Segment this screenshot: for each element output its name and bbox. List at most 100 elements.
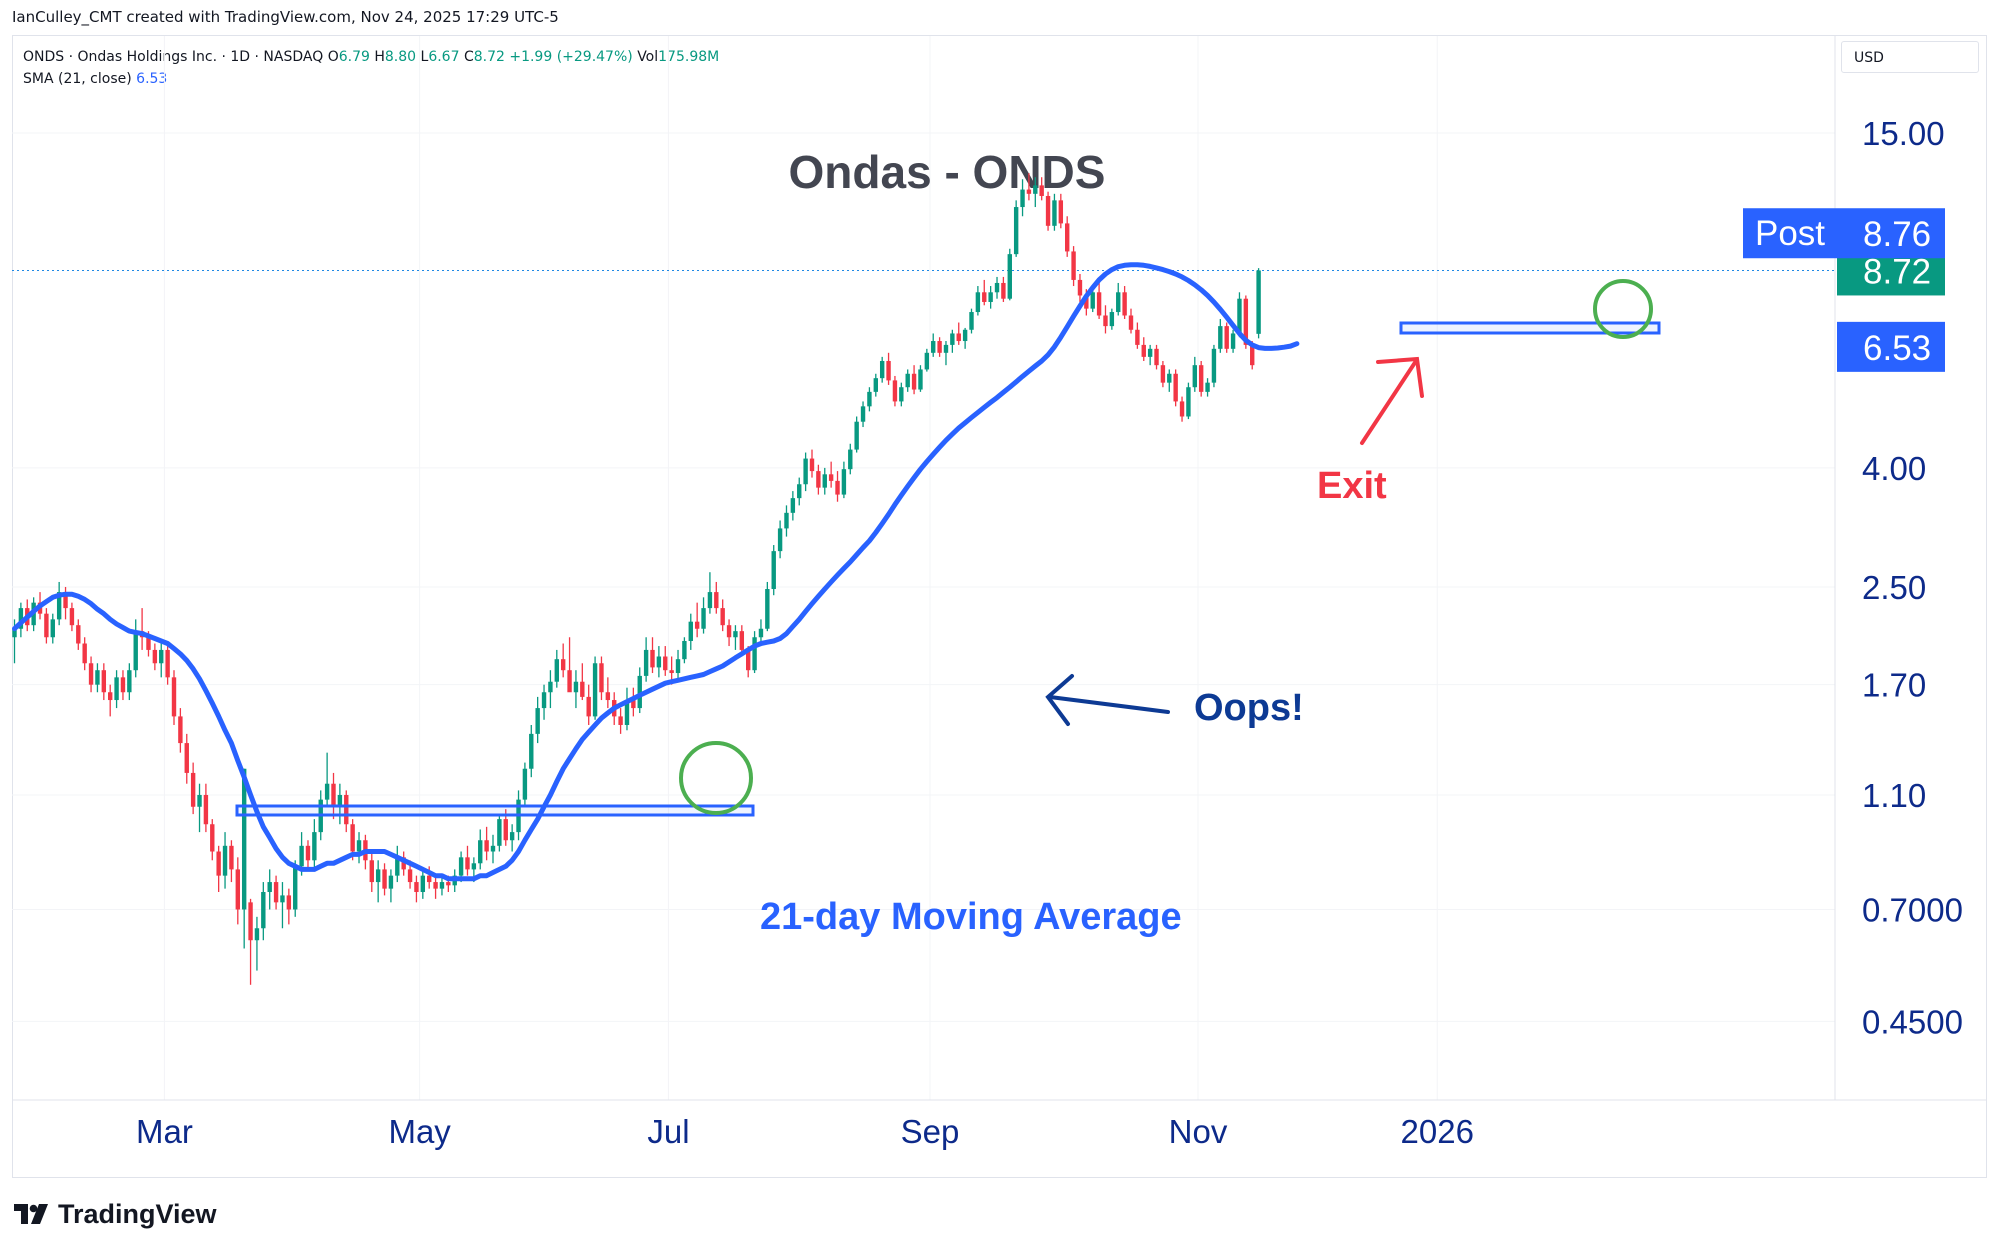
candle-body: [1211, 348, 1217, 383]
price-tick-label: 15.00: [1862, 115, 1945, 152]
candle-body: [69, 608, 75, 626]
candle-body: [988, 292, 993, 302]
candle-body: [165, 649, 170, 678]
tradingview-logo-icon: [14, 1204, 48, 1224]
candle-body: [388, 875, 394, 889]
candle-body: [76, 625, 81, 644]
candle-body: [44, 613, 49, 638]
candle-body: [18, 608, 24, 629]
legend-sma-label[interactable]: SMA (21, close): [23, 71, 132, 87]
candle-body: [1020, 189, 1025, 208]
tradingview-logo[interactable]: TradingView: [14, 1196, 217, 1232]
legend-open-label: O: [327, 49, 339, 65]
price-axis[interactable]: 15.00 4.00 2.50 1.70 1.10 0.7000 0.4500: [1862, 115, 1963, 1040]
candle-body: [1135, 329, 1140, 345]
candle-body: [962, 329, 968, 342]
candle-body: [395, 857, 400, 876]
candle-body: [554, 659, 559, 682]
candle-body: [273, 882, 279, 903]
candle-body: [835, 480, 840, 495]
candle-body: [886, 360, 891, 381]
candle-body: [1007, 254, 1012, 299]
candle-body: [784, 512, 789, 529]
candle-body: [50, 619, 55, 638]
candle-body: [567, 670, 572, 693]
price-tick-label: 2.50: [1862, 569, 1926, 606]
candle-body: [943, 344, 949, 353]
candle-body: [720, 608, 725, 626]
legend-close-value: 8.72: [473, 49, 505, 65]
candle-body: [758, 628, 764, 638]
candle-body: [1179, 401, 1185, 417]
candle-body: [1077, 279, 1083, 296]
legend-close-label: C: [463, 49, 474, 65]
time-axis[interactable]: Mar May Jul Sep Nov 2026: [136, 1101, 1986, 1177]
legend-high-label: H: [374, 49, 385, 65]
candle-body: [529, 733, 534, 769]
candle-body: [190, 772, 196, 807]
candle-body: [899, 387, 904, 402]
candle-body: [63, 592, 68, 609]
candle-body: [114, 677, 119, 701]
candle-body: [509, 832, 515, 841]
price-tick-label: 1.70: [1862, 667, 1926, 704]
time-tick-label: 2026: [1401, 1113, 1474, 1150]
candle-body: [312, 832, 317, 861]
candle-body: [726, 625, 732, 638]
candle-body: [994, 282, 1000, 293]
candle-body: [848, 449, 853, 470]
candle-body: [911, 373, 917, 390]
annotation-oops: Oops!: [1194, 687, 1304, 729]
candle-body: [573, 681, 579, 693]
time-tick-label: Sep: [901, 1113, 960, 1150]
candle-body: [975, 292, 981, 313]
candle-body: [305, 845, 311, 861]
candle-body: [771, 551, 776, 590]
legend-ohlc-row[interactable]: ONDS · Ondas Holdings Inc. · 1D · NASDAQ…: [23, 46, 719, 68]
candle-body: [765, 589, 770, 629]
time-tick-label: Mar: [136, 1113, 193, 1150]
candle-body: [803, 458, 808, 485]
candle-body: [197, 794, 202, 807]
candle-body: [982, 292, 987, 302]
candle-body: [12, 628, 17, 638]
candle-body: [694, 621, 700, 629]
candle-body: [924, 352, 930, 370]
candle-body: [682, 640, 687, 660]
candle-body: [548, 681, 553, 693]
candle-body: [56, 592, 62, 620]
candle-body: [650, 649, 655, 668]
currency-selector[interactable]: USD: [1841, 41, 1979, 73]
legend-sma-value: 6.53: [136, 71, 168, 87]
candle-body: [369, 860, 374, 883]
candle-body: [873, 378, 878, 392]
candle-body: [1237, 298, 1242, 334]
legend-symbol[interactable]: ONDS · Ondas Holdings Inc. · 1D · NASDAQ: [23, 49, 324, 65]
candle-body: [822, 474, 827, 488]
candle-body: [535, 708, 540, 734]
candle-body: [293, 866, 298, 910]
candle-body: [88, 663, 94, 685]
candle-body: [350, 824, 355, 852]
candle-body: [618, 716, 623, 725]
candle-body: [541, 692, 547, 709]
breakout-circle-1: [679, 741, 753, 815]
candle-body: [203, 794, 209, 825]
candle-body: [580, 681, 585, 697]
candle-body: [427, 875, 432, 883]
sma-price-badge: [1837, 321, 1945, 372]
legend-sma-row[interactable]: SMA (21, close) 6.53: [23, 68, 719, 90]
candle-body: [1013, 207, 1019, 255]
candle-body: [739, 631, 745, 650]
candle-body: [1230, 333, 1236, 349]
candle-body: [375, 869, 381, 883]
candle-body: [1033, 185, 1038, 194]
candle-body: [1065, 223, 1070, 252]
candle-body: [254, 928, 260, 941]
candle-body: [1160, 365, 1166, 383]
candle-body: [433, 882, 438, 889]
candle-body: [1167, 373, 1172, 383]
annotation-moving-average: 21-day Moving Average: [760, 896, 1182, 938]
candle-body: [879, 360, 885, 379]
